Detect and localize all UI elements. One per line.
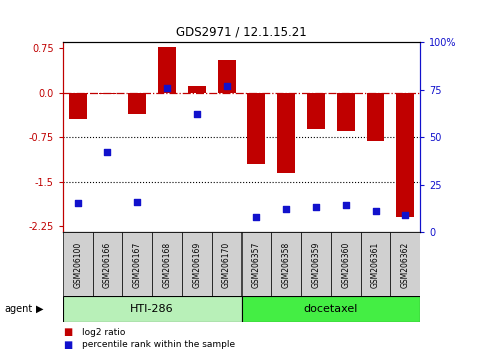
Text: log2 ratio: log2 ratio xyxy=(82,327,126,337)
Text: ■: ■ xyxy=(63,327,72,337)
Bar xyxy=(212,232,242,296)
Text: GSM206358: GSM206358 xyxy=(282,241,291,288)
Bar xyxy=(390,232,420,296)
Point xyxy=(133,199,141,204)
Text: GSM206168: GSM206168 xyxy=(163,241,171,287)
Text: GSM206169: GSM206169 xyxy=(192,241,201,288)
Bar xyxy=(152,232,182,296)
Text: GSM206362: GSM206362 xyxy=(401,241,410,288)
Text: docetaxel: docetaxel xyxy=(304,304,358,314)
Point xyxy=(372,208,380,214)
Bar xyxy=(218,60,236,93)
Bar xyxy=(307,93,325,130)
Text: ▶: ▶ xyxy=(36,304,44,314)
Bar xyxy=(188,86,206,93)
Text: percentile rank within the sample: percentile rank within the sample xyxy=(82,340,235,349)
Bar xyxy=(242,232,271,296)
Bar xyxy=(158,47,176,93)
Point xyxy=(282,206,290,212)
Bar xyxy=(69,93,86,119)
Point xyxy=(253,214,260,219)
Bar xyxy=(367,93,384,141)
Bar xyxy=(63,296,242,322)
Point xyxy=(342,202,350,208)
Text: GDS2971 / 12.1.15.21: GDS2971 / 12.1.15.21 xyxy=(176,26,307,39)
Bar xyxy=(128,93,146,114)
Point xyxy=(223,83,230,89)
Bar xyxy=(271,232,301,296)
Point xyxy=(401,212,409,218)
Bar xyxy=(99,93,116,94)
Point xyxy=(74,201,82,206)
Bar xyxy=(397,93,414,217)
Text: GSM206357: GSM206357 xyxy=(252,241,261,288)
Text: agent: agent xyxy=(5,304,33,314)
Text: GSM206170: GSM206170 xyxy=(222,241,231,288)
Text: GSM206166: GSM206166 xyxy=(103,241,112,288)
Text: ■: ■ xyxy=(63,340,72,350)
Bar xyxy=(301,232,331,296)
Bar xyxy=(337,93,355,131)
Text: GSM206100: GSM206100 xyxy=(73,241,82,288)
Text: GSM206361: GSM206361 xyxy=(371,241,380,288)
Bar xyxy=(277,93,295,173)
Point xyxy=(104,149,112,155)
Text: HTI-286: HTI-286 xyxy=(130,304,174,314)
Point xyxy=(312,204,320,210)
Bar xyxy=(63,232,93,296)
Text: GSM206359: GSM206359 xyxy=(312,241,320,288)
Bar xyxy=(93,232,122,296)
Bar xyxy=(331,232,361,296)
Bar xyxy=(182,232,212,296)
Point xyxy=(163,85,171,91)
Point xyxy=(193,112,201,117)
Bar xyxy=(242,296,420,322)
Bar xyxy=(122,232,152,296)
Text: GSM206167: GSM206167 xyxy=(133,241,142,288)
Bar xyxy=(247,93,265,164)
Text: GSM206360: GSM206360 xyxy=(341,241,350,288)
Bar xyxy=(361,232,390,296)
